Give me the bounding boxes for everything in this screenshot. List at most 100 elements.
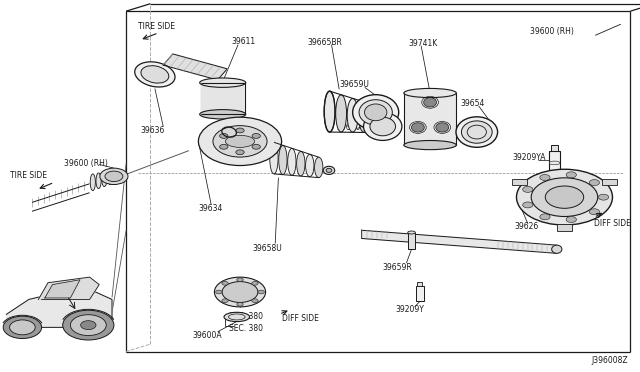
Circle shape xyxy=(252,144,260,149)
Bar xyxy=(512,179,527,185)
Circle shape xyxy=(100,168,128,185)
Polygon shape xyxy=(163,54,227,80)
Ellipse shape xyxy=(436,123,449,132)
Ellipse shape xyxy=(408,231,415,234)
Text: 39658U: 39658U xyxy=(253,244,282,253)
Ellipse shape xyxy=(141,66,169,83)
Circle shape xyxy=(222,299,228,302)
Circle shape xyxy=(70,315,106,336)
Text: 39634: 39634 xyxy=(198,204,223,213)
Circle shape xyxy=(237,278,243,282)
Bar xyxy=(404,93,456,145)
Circle shape xyxy=(214,277,266,307)
Circle shape xyxy=(10,320,35,335)
Circle shape xyxy=(545,186,584,208)
Text: TIRE SIDE: TIRE SIDE xyxy=(138,22,175,31)
Ellipse shape xyxy=(200,110,246,119)
Text: SEC. 380: SEC. 380 xyxy=(229,312,263,321)
Circle shape xyxy=(258,290,264,294)
Circle shape xyxy=(540,214,550,220)
Circle shape xyxy=(81,321,96,330)
Circle shape xyxy=(540,174,550,180)
Circle shape xyxy=(220,134,228,138)
Polygon shape xyxy=(362,230,557,253)
Bar xyxy=(408,232,415,249)
Text: 39626: 39626 xyxy=(515,222,539,231)
Ellipse shape xyxy=(549,161,560,165)
Circle shape xyxy=(222,282,228,285)
Circle shape xyxy=(523,186,533,192)
Circle shape xyxy=(516,169,612,225)
Text: TIRE SIDE: TIRE SIDE xyxy=(10,171,47,180)
Text: 39209YA: 39209YA xyxy=(512,153,545,162)
Text: 39600A: 39600A xyxy=(192,331,221,340)
Circle shape xyxy=(220,144,228,149)
Circle shape xyxy=(63,310,114,340)
Ellipse shape xyxy=(224,312,250,321)
Ellipse shape xyxy=(404,89,456,97)
Text: 39741K: 39741K xyxy=(408,39,438,48)
Text: 39659U: 39659U xyxy=(339,80,369,89)
Polygon shape xyxy=(6,286,112,327)
Ellipse shape xyxy=(404,141,456,150)
Ellipse shape xyxy=(102,172,107,186)
Ellipse shape xyxy=(108,171,113,185)
Polygon shape xyxy=(45,280,80,298)
Ellipse shape xyxy=(324,91,335,132)
Ellipse shape xyxy=(364,112,402,140)
Circle shape xyxy=(252,299,258,302)
Ellipse shape xyxy=(370,117,396,136)
Ellipse shape xyxy=(348,99,358,132)
Circle shape xyxy=(589,209,600,215)
Ellipse shape xyxy=(135,62,175,87)
Bar xyxy=(201,81,244,114)
Ellipse shape xyxy=(288,148,296,175)
Circle shape xyxy=(523,202,533,208)
Bar xyxy=(417,282,422,286)
Ellipse shape xyxy=(225,135,255,147)
Circle shape xyxy=(236,128,244,133)
Ellipse shape xyxy=(358,102,370,132)
Ellipse shape xyxy=(306,154,314,177)
Polygon shape xyxy=(38,277,99,299)
Text: 39654: 39654 xyxy=(461,99,485,108)
Text: 39600 (RH): 39600 (RH) xyxy=(64,159,108,168)
Text: J396008Z: J396008Z xyxy=(592,356,628,365)
Circle shape xyxy=(598,194,609,200)
Ellipse shape xyxy=(323,166,335,174)
Bar xyxy=(416,286,424,301)
Circle shape xyxy=(252,282,258,285)
Ellipse shape xyxy=(336,95,347,132)
Ellipse shape xyxy=(461,121,492,143)
Circle shape xyxy=(566,172,577,178)
Bar xyxy=(549,151,560,175)
Ellipse shape xyxy=(365,104,387,121)
Text: DIFF SIDE: DIFF SIDE xyxy=(594,219,631,228)
Text: DIFF SIDE: DIFF SIDE xyxy=(282,314,319,323)
Text: 39659R: 39659R xyxy=(383,263,412,272)
Circle shape xyxy=(236,150,244,155)
Text: 39209Y: 39209Y xyxy=(396,305,424,314)
Ellipse shape xyxy=(315,157,323,178)
Ellipse shape xyxy=(326,168,332,172)
Ellipse shape xyxy=(353,94,399,130)
Bar xyxy=(602,179,617,185)
Ellipse shape xyxy=(270,142,278,174)
Ellipse shape xyxy=(200,78,246,87)
Bar xyxy=(551,145,558,151)
Text: 39636: 39636 xyxy=(141,126,165,135)
Circle shape xyxy=(3,316,42,339)
Ellipse shape xyxy=(424,97,436,107)
Ellipse shape xyxy=(359,100,392,125)
Circle shape xyxy=(198,117,282,166)
Circle shape xyxy=(566,217,577,222)
Ellipse shape xyxy=(412,123,424,132)
Circle shape xyxy=(252,134,260,138)
Text: 39611: 39611 xyxy=(232,37,256,46)
Circle shape xyxy=(105,171,123,182)
Ellipse shape xyxy=(90,174,95,190)
Text: 39665BR: 39665BR xyxy=(307,38,342,46)
Ellipse shape xyxy=(552,245,562,253)
Ellipse shape xyxy=(96,173,101,189)
Circle shape xyxy=(237,302,243,306)
